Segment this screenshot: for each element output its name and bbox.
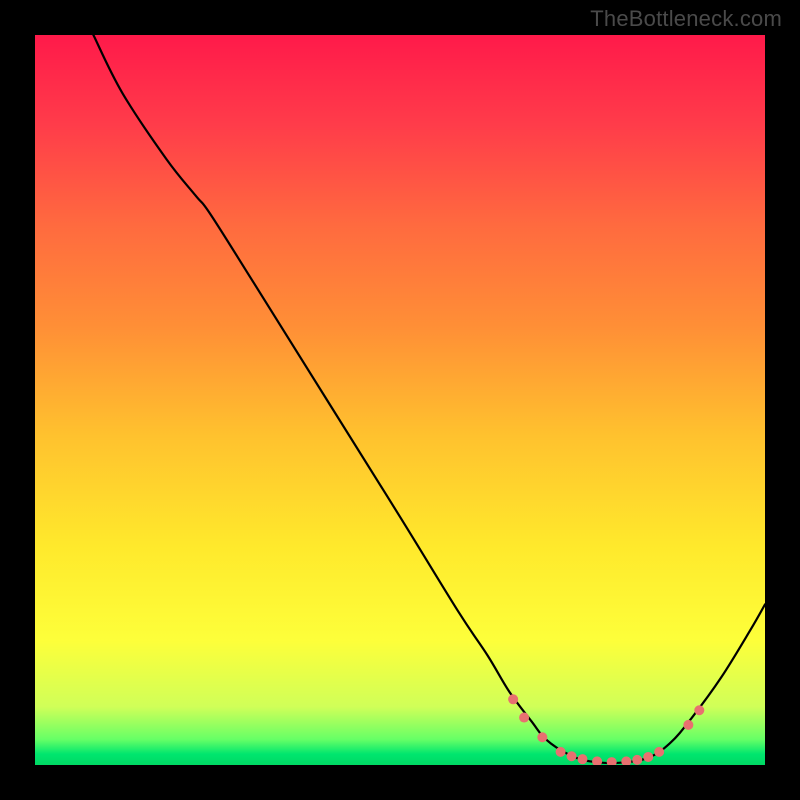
curve-marker — [537, 732, 547, 742]
chart-plot-area — [35, 35, 765, 765]
curve-marker — [632, 755, 642, 765]
bottleneck-curve — [93, 35, 765, 763]
curve-marker — [578, 754, 588, 764]
chart-line-layer — [35, 35, 765, 765]
curve-marker — [654, 747, 664, 757]
curve-marker — [643, 752, 653, 762]
curve-marker — [607, 757, 617, 765]
curve-marker — [556, 747, 566, 757]
curve-marker — [592, 756, 602, 765]
curve-marker — [621, 756, 631, 765]
curve-marker — [508, 694, 518, 704]
curve-marker — [683, 720, 693, 730]
watermark: TheBottleneck.com — [590, 6, 782, 32]
curve-marker — [519, 713, 529, 723]
curve-marker — [694, 705, 704, 715]
curve-marker — [567, 751, 577, 761]
